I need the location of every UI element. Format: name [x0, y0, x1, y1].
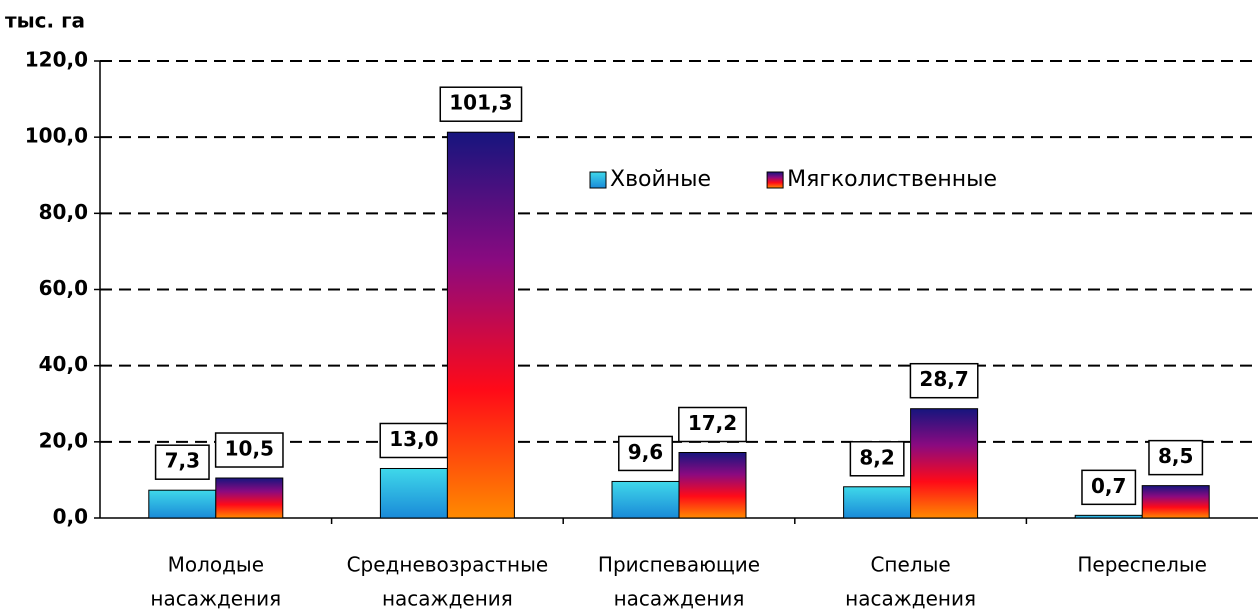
bar	[611, 480, 680, 519]
y-tick-label: 40,0	[39, 352, 88, 376]
value-label-box	[678, 406, 747, 443]
legend-label: Хвойные	[610, 167, 711, 192]
value-label-box	[909, 362, 979, 399]
x-tick-label: насаждения	[614, 587, 745, 610]
x-tick-label: насаждения	[150, 587, 281, 610]
value-label: 13,0	[389, 427, 438, 451]
bar	[446, 131, 515, 519]
x-tick-label: Средневозрастные	[347, 553, 549, 577]
value-label-box	[618, 435, 673, 472]
legend-swatch	[589, 171, 607, 189]
value-label: 101,3	[449, 91, 512, 115]
y-tick-label: 80,0	[39, 200, 88, 224]
x-tick-label: Спелые	[870, 553, 950, 577]
x-tick-label: насаждения	[382, 587, 513, 610]
value-label: 28,7	[919, 367, 968, 391]
x-tick-label: Переспелые	[1077, 553, 1207, 577]
x-tick-label: Приспевающие	[598, 553, 760, 577]
value-label-box	[1081, 469, 1137, 506]
bar	[379, 467, 448, 519]
value-label: 17,2	[688, 411, 737, 435]
value-label: 8,5	[1158, 444, 1193, 468]
value-label: 10,5	[225, 437, 274, 461]
value-label: 8,2	[859, 445, 894, 469]
value-label-box	[154, 444, 210, 480]
bar	[678, 451, 747, 519]
bar	[215, 477, 284, 519]
legend-label: Мягколиственные	[787, 167, 997, 192]
y-tick-label: 20,0	[39, 428, 88, 452]
y-tick-label: 60,0	[39, 276, 88, 300]
value-label: 9,6	[628, 440, 663, 464]
bar	[843, 486, 912, 519]
bar	[1141, 485, 1210, 519]
value-label-box	[1148, 439, 1204, 476]
value-label: 0,7	[1091, 474, 1126, 498]
y-tick-label: 120,0	[25, 48, 88, 72]
x-tick-label: Молодые	[168, 553, 264, 577]
value-label-box	[439, 86, 523, 122]
value-label-box	[849, 441, 905, 477]
bar	[1074, 514, 1143, 519]
value-label: 7,3	[165, 449, 200, 473]
y-axis-label: тыс. га	[5, 9, 85, 33]
bar	[910, 408, 979, 519]
legend-swatch	[766, 171, 784, 189]
bar	[148, 489, 217, 519]
y-tick-label: 0,0	[53, 505, 88, 529]
x-tick-label: насаждения	[845, 587, 976, 610]
value-label-box	[214, 432, 284, 468]
y-tick-label: 100,0	[25, 124, 88, 148]
